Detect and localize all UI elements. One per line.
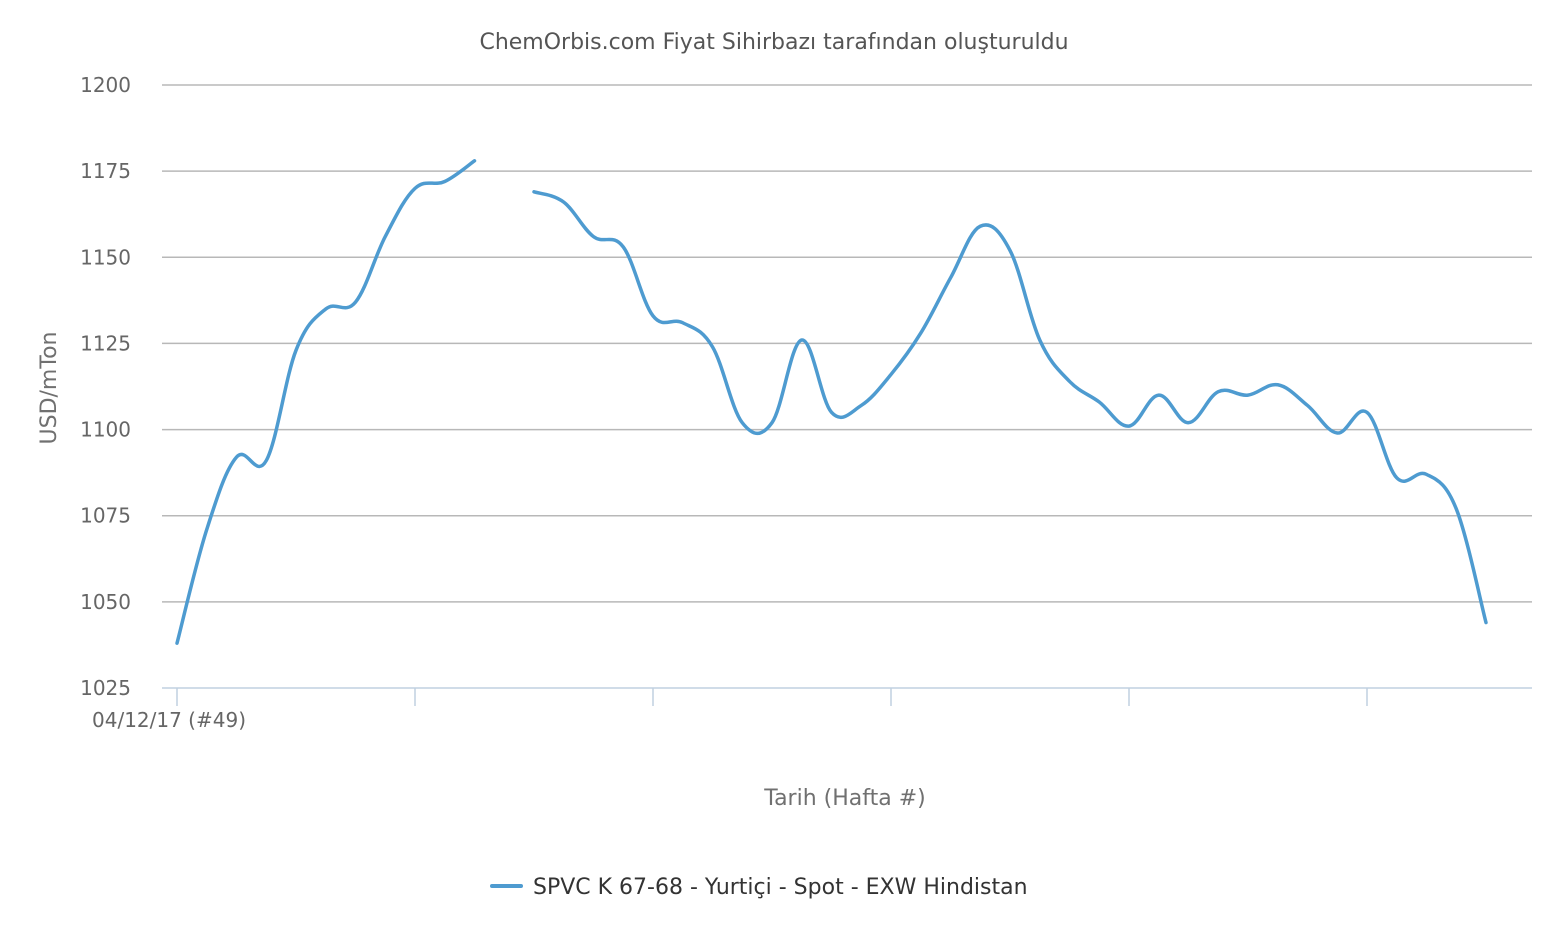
y-tick-label: 1150 [80,245,131,269]
series-lines [175,159,1488,645]
y-tick-label: 1125 [80,331,131,355]
y-tick-label: 1050 [80,590,131,614]
y-tick-labels: 1025 1050 1075 1100 1125 1150 1175 1200 [80,73,131,700]
grid-lines [162,84,1532,603]
x-axis-title: Tarih (Hafta #) [763,786,925,811]
y-tick-label: 1025 [80,676,131,700]
y-tick-label: 1175 [80,159,131,183]
x-tick-label: 04/12/17 (#49) [92,708,246,732]
legend-label: SPVC K 67-68 - Yurtiçi - Spot - EXW Hind… [533,875,1028,900]
series-line-segment[interactable] [175,159,477,645]
chart-title: ChemOrbis.com Fiyat Sihirbazı tarafından… [479,30,1068,55]
y-axis-title: USD/mTon [37,332,62,445]
y-tick-label: 1100 [80,418,131,442]
y-tick-label: 1075 [80,504,131,528]
y-tick-label: 1200 [80,73,131,97]
series-line-segment[interactable] [532,190,1488,625]
legend[interactable]: SPVC K 67-68 - Yurtiçi - Spot - EXW Hind… [490,875,1028,900]
x-ticks: 04/12/17 (#49) [92,688,1368,732]
